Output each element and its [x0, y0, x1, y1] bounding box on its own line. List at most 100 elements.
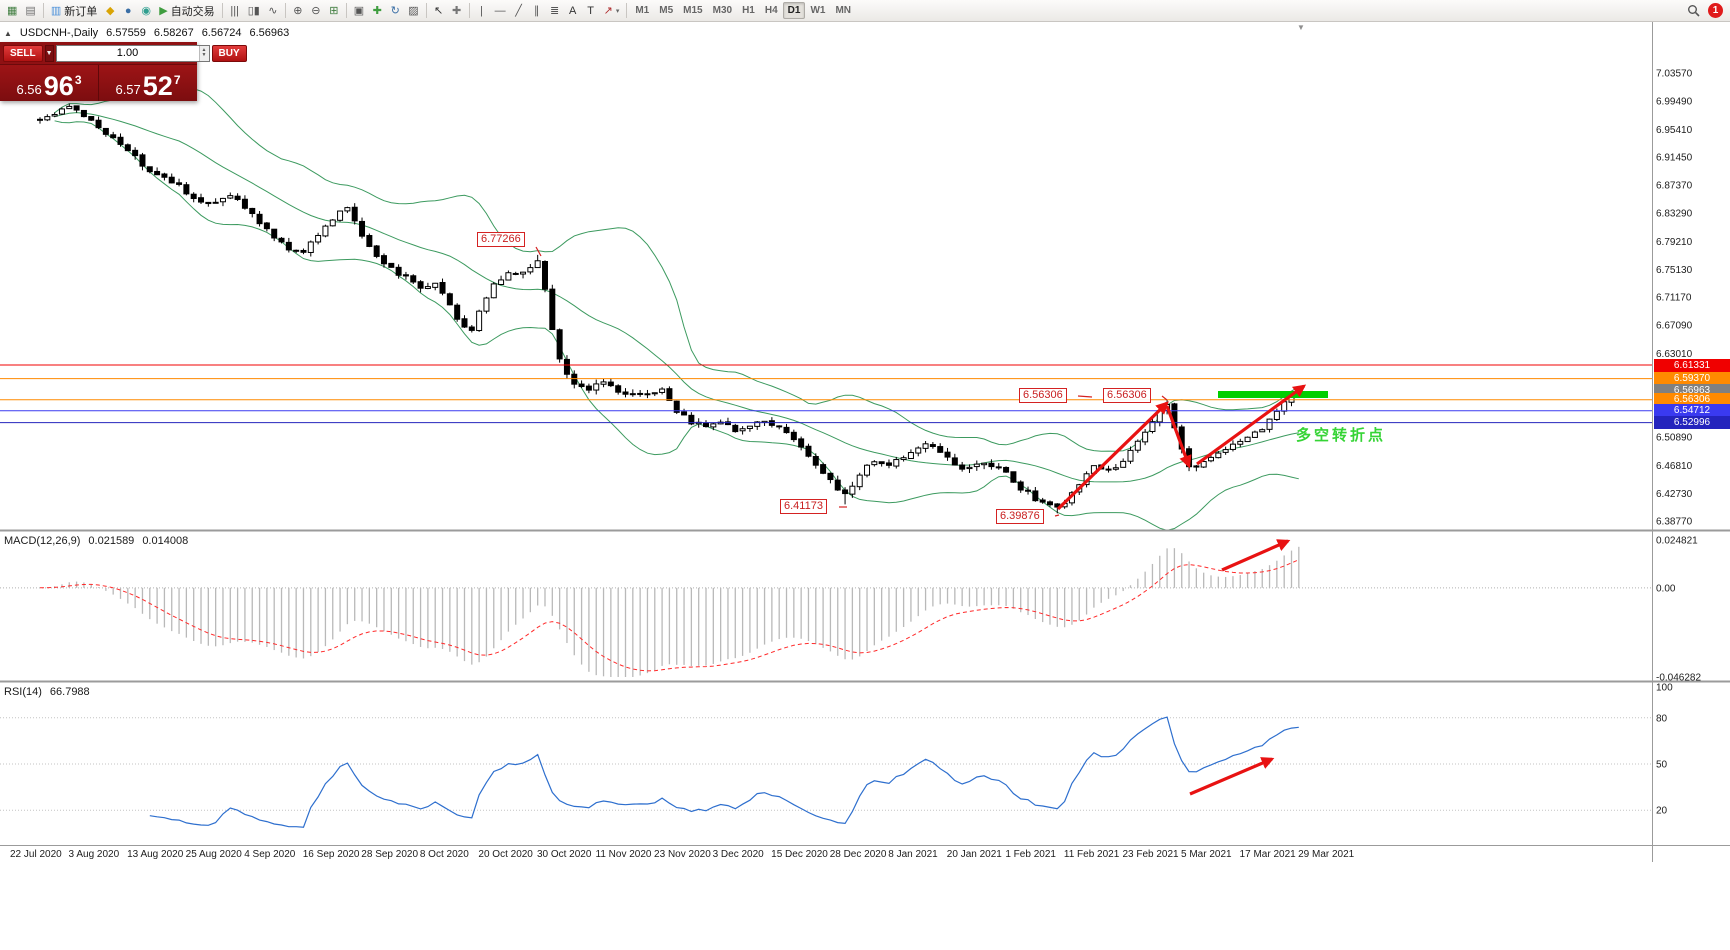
svg-text:25 Aug 2020: 25 Aug 2020 [186, 849, 243, 860]
svg-text:100: 100 [1656, 683, 1673, 694]
indicators-button[interactable]: ✚ [368, 2, 386, 20]
buy-button[interactable]: BUY [211, 44, 247, 62]
svg-text:6.46810: 6.46810 [1656, 461, 1693, 472]
line-chart-button[interactable]: ∿ [264, 2, 282, 20]
order-type-dropdown[interactable]: ▼ [44, 44, 54, 62]
channel-icon: ∥ [533, 5, 540, 17]
ohlc-close: 6.56963 [249, 27, 290, 39]
price-callout[interactable]: 6.56306 [1019, 388, 1067, 403]
community-button[interactable]: ● [119, 2, 137, 20]
price-callout[interactable]: 6.77266 [477, 232, 525, 247]
period-icon: ↻ [390, 5, 400, 17]
arrows-button[interactable]: ↗ ▾ [600, 2, 624, 20]
stepper-up-icon[interactable]: ▲ [201, 47, 207, 53]
macd-value: 0.021589 [88, 535, 135, 547]
horizontal-line-icon: — [494, 4, 506, 17]
cursor-button[interactable]: ↖ [430, 2, 448, 20]
timeframe-w1-button[interactable]: W1 [810, 5, 826, 16]
market-button[interactable]: ◉ [137, 2, 155, 20]
annotation-note[interactable]: 多空转折点 [1296, 427, 1387, 444]
channel-button[interactable]: ∥ [528, 2, 546, 20]
svg-text:50: 50 [1656, 760, 1668, 771]
resistance-highlight-bar[interactable] [1218, 391, 1328, 398]
price-callout[interactable]: 6.39876 [996, 509, 1044, 524]
rsi-trend-arrow[interactable] [1189, 757, 1275, 796]
arrange-windows-icon: ▣ [353, 5, 365, 17]
new-chart-button[interactable]: ▦ [3, 2, 21, 20]
crosshair-button[interactable]: ✚ [448, 2, 466, 20]
vertical-line-button[interactable]: | [473, 2, 491, 20]
volume-stepper[interactable]: ▲ ▼ [198, 45, 209, 61]
timeframe-m30-button[interactable]: M30 [712, 5, 733, 16]
bid-price-main: 96 [43, 70, 74, 101]
fibonacci-button[interactable]: ≣ [546, 2, 564, 20]
timeframe-m15-button[interactable]: M15 [683, 5, 703, 16]
trendline-icon: ╱ [515, 5, 522, 17]
main-trend-arrow[interactable] [1056, 401, 1169, 511]
community-icon: ● [124, 4, 132, 17]
label-button[interactable]: T [582, 2, 600, 20]
level-price-tag: 6.52996 [1654, 416, 1730, 430]
zoom-out-button[interactable]: ⊖ [307, 2, 325, 20]
candlestick-chart-button[interactable]: ▯▮ [244, 2, 264, 20]
notifications-badge[interactable]: 1 [1708, 3, 1723, 18]
macd-trend-arrow[interactable] [1221, 539, 1291, 572]
sell-button[interactable]: SELL [3, 44, 43, 62]
bid-price-prefix: 6.56 [16, 81, 42, 97]
bollinger-bands [54, 87, 1300, 531]
timeframe-d1-button[interactable]: D1 [782, 2, 806, 19]
arrange-windows-button[interactable]: ▣ [350, 2, 368, 20]
ask-price[interactable]: 6.57 52 7 [99, 65, 197, 101]
symbol-search-button[interactable] [1683, 2, 1704, 20]
toolbar-separator [221, 3, 223, 18]
price-callout[interactable]: 6.56306 [1103, 388, 1151, 403]
main-trend-arrow[interactable] [1196, 384, 1307, 466]
vertical-line-icon: | [480, 4, 484, 17]
level-price-tag: 6.61331 [1654, 358, 1730, 372]
svg-text:6.79210: 6.79210 [1656, 237, 1693, 248]
chart-shift-marker[interactable]: ▼ [1297, 23, 1305, 32]
profiles-button[interactable]: ▤ [21, 2, 39, 20]
main-trend-arrow[interactable] [1165, 405, 1192, 469]
timeframe-mn-button[interactable]: MN [835, 5, 852, 16]
crosshair-icon: ✚ [452, 5, 462, 17]
auto-trading-button-label: 自动交易 [170, 5, 215, 18]
tile-windows-button[interactable]: ⊞ [325, 2, 343, 20]
volume-input[interactable] [56, 45, 199, 61]
svg-text:20: 20 [1656, 806, 1668, 817]
text-button[interactable]: A [564, 2, 582, 20]
zoom-in-button[interactable]: ⊕ [289, 2, 307, 20]
timeframe-h1-button[interactable]: H1 [742, 5, 755, 16]
timeframe-m1-button[interactable]: M1 [635, 5, 650, 16]
profiles-icon: ▤ [25, 5, 36, 17]
period-button[interactable]: ↻ [386, 2, 404, 20]
svg-text:0.00: 0.00 [1656, 583, 1676, 594]
label-icon: T [587, 4, 594, 17]
svg-text:6.95410: 6.95410 [1656, 125, 1693, 136]
price-callout[interactable]: 6.41173 [780, 499, 827, 514]
indicator-panels [0, 546, 1652, 828]
timeframe-h4-button[interactable]: H4 [764, 5, 778, 16]
bid-price[interactable]: 6.56 96 3 [0, 65, 99, 101]
news-button[interactable]: ◆ [101, 2, 119, 20]
horizontal-line-button[interactable]: — [491, 2, 510, 20]
tile-windows-icon: ⊞ [329, 5, 339, 17]
new-order-button[interactable]: ▥ 新订单 [47, 2, 101, 20]
market-icon: ◉ [141, 5, 152, 17]
timeframe-m5-button[interactable]: M5 [659, 5, 674, 16]
search-icon [1688, 5, 1700, 17]
stepper-down-icon[interactable]: ▼ [201, 52, 207, 58]
svg-text:22 Jul 2020: 22 Jul 2020 [10, 849, 62, 860]
bar-chart-button[interactable]: ||| [226, 2, 244, 20]
macd-signal-value: 0.014008 [142, 535, 189, 547]
templates-button[interactable]: ▨ [404, 2, 422, 20]
svg-text:8 Jan 2021: 8 Jan 2021 [888, 849, 938, 860]
svg-text:6.75130: 6.75130 [1656, 265, 1693, 276]
toolbar-separator [345, 3, 347, 18]
svg-text:6.83290: 6.83290 [1656, 209, 1693, 220]
auto-trading-button[interactable]: ▶ 自动交易 [155, 2, 218, 20]
collapse-widget-icon[interactable]: ▲ [4, 28, 12, 38]
macd-name: MACD(12,26,9) [4, 535, 81, 547]
trendline-button[interactable]: ╱ [510, 2, 528, 20]
